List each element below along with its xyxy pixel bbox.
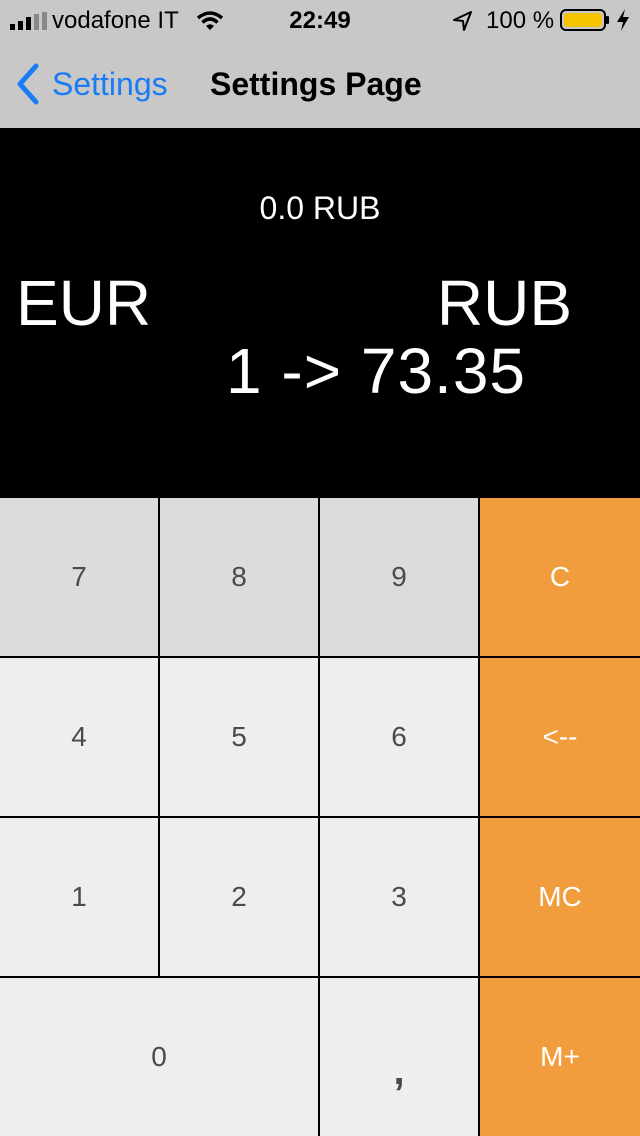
to-currency[interactable]: RUB xyxy=(436,267,572,339)
key-8[interactable]: 8 xyxy=(160,498,320,658)
from-currency[interactable]: EUR xyxy=(16,267,152,339)
back-button[interactable]: Settings xyxy=(14,62,168,106)
key-label: 3 xyxy=(391,881,407,912)
page-title: Settings Page xyxy=(210,66,422,102)
navigation-bar: Settings Settings Page xyxy=(0,40,640,128)
key-label: <-- xyxy=(542,721,578,752)
memory-add-button[interactable]: M+ xyxy=(480,978,640,1136)
key-1[interactable]: 1 xyxy=(0,818,160,978)
memory-value: 0.0 RUB xyxy=(259,190,381,226)
backspace-button[interactable]: <-- xyxy=(480,658,640,818)
key-4[interactable]: 4 xyxy=(0,658,160,818)
carrier-label: vodafone IT xyxy=(52,7,179,34)
charging-icon xyxy=(617,9,629,31)
key-9[interactable]: 9 xyxy=(320,498,480,658)
key-label: 9 xyxy=(391,561,407,592)
clear-button[interactable]: C xyxy=(480,498,640,658)
key-label: 2 xyxy=(231,881,247,912)
back-label: Settings xyxy=(52,65,168,102)
key-label: MC xyxy=(538,881,582,912)
status-bar: vodafone IT 22:49 100 % xyxy=(0,0,640,40)
key-3[interactable]: 3 xyxy=(320,818,480,978)
signal-icon xyxy=(10,12,47,30)
key-2[interactable]: 2 xyxy=(160,818,320,978)
chevron-left-icon xyxy=(17,63,39,105)
decimal-separator-key[interactable]: , xyxy=(320,978,480,1136)
key-label: C xyxy=(549,561,571,592)
conversion-display: 0.0 RUB EUR RUB 1 -> 73.35 xyxy=(0,128,640,498)
key-6[interactable]: 6 xyxy=(320,658,480,818)
key-label: 5 xyxy=(231,721,247,752)
location-icon xyxy=(453,11,472,31)
key-0[interactable]: 0 xyxy=(0,978,320,1136)
key-label: 8 xyxy=(231,561,247,592)
key-label: M+ xyxy=(540,1041,580,1072)
key-5[interactable]: 5 xyxy=(160,658,320,818)
key-label: 6 xyxy=(391,721,407,752)
key-label: 0 xyxy=(151,1041,167,1072)
memory-clear-button[interactable]: MC xyxy=(480,818,640,978)
key-label: 7 xyxy=(71,561,87,592)
wifi-icon xyxy=(196,11,224,30)
key-label: 4 xyxy=(71,721,87,752)
battery-percent: 100 % xyxy=(486,7,555,34)
exchange-rate: 1 -> 73.35 xyxy=(226,335,526,407)
key-7[interactable]: 7 xyxy=(0,498,160,658)
battery-icon xyxy=(560,9,609,31)
key-label: , xyxy=(393,1048,405,1093)
clock: 22:49 xyxy=(289,7,351,34)
key-label: 1 xyxy=(71,881,87,912)
keypad: 7 8 9 C 4 5 6 <-- 1 2 3 MC 0 , M+ xyxy=(0,498,640,1136)
